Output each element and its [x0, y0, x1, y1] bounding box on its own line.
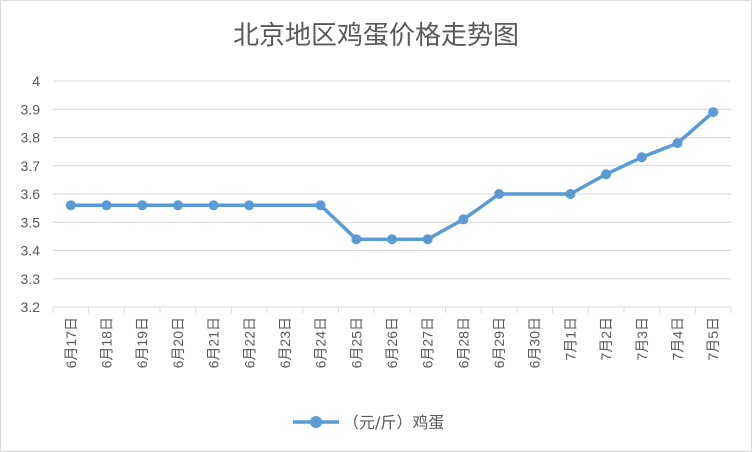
y-tick-label: 3.4 [21, 243, 41, 259]
data-point [244, 200, 255, 211]
data-point [172, 200, 183, 211]
series-layer [65, 107, 719, 245]
x-tick-label: 6月30日 [527, 317, 543, 368]
data-point [565, 189, 576, 199]
x-tick-label: 6月27日 [420, 317, 436, 368]
legend-marker [310, 416, 322, 428]
x-tick-label: 6月28日 [455, 317, 471, 368]
legend: （元/斤）鸡蛋 [293, 413, 444, 432]
y-tick-label: 4 [32, 73, 40, 89]
data-point [708, 107, 719, 118]
data-point [65, 200, 76, 211]
x-tick-label: 6月26日 [384, 317, 400, 368]
y-tick-label: 3.9 [21, 101, 41, 117]
data-point [315, 200, 326, 211]
y-tick-label: 3.2 [21, 299, 41, 315]
x-tick-label: 6月25日 [348, 317, 364, 368]
chart-title: 北京地区鸡蛋价格走势图 [232, 21, 519, 51]
data-point [422, 234, 433, 245]
x-tick-label: 7月5日 [705, 317, 721, 361]
x-tick-label: 7月2日 [598, 317, 614, 361]
data-point [387, 234, 397, 245]
x-tick-label: 6月19日 [134, 317, 150, 368]
y-tick-label: 3.7 [21, 158, 41, 174]
series-line [70, 110, 715, 241]
gridlines [53, 80, 731, 280]
data-point [672, 138, 683, 149]
x-tick-label: 6月29日 [491, 317, 507, 368]
data-point [458, 214, 469, 225]
data-point [636, 152, 647, 163]
y-tick-labels: 3.2 3.3 3.4 3.5 3.6 3.7 3.8 3.9 4 [21, 73, 41, 315]
axes [52, 306, 732, 313]
data-point [208, 200, 219, 211]
x-tick-label: 6月23日 [277, 317, 293, 368]
x-tick-label: 6月17日 [63, 317, 79, 368]
x-tick-label: 7月3日 [634, 317, 650, 361]
x-tick-label: 7月4日 [669, 317, 685, 361]
x-tick-labels: 6月17日 6月18日 6月19日 6月20日 6月21日 6月22日 6月23日 6月24日… [63, 317, 721, 368]
data-point [351, 234, 362, 245]
x-tick-label: 7月1日 [562, 317, 578, 361]
y-tick-label: 3.5 [21, 214, 41, 230]
data-point [101, 200, 112, 211]
x-tick-label: 6月20日 [170, 317, 186, 368]
y-tick-label: 3.6 [21, 186, 41, 202]
data-point [137, 200, 148, 211]
x-tick-label: 6月18日 [99, 317, 115, 368]
x-tick-label: 6月21日 [206, 317, 222, 368]
x-tick-label: 6月22日 [241, 317, 257, 368]
y-tick-label: 3.3 [21, 271, 41, 287]
y-tick-label: 3.8 [21, 130, 41, 146]
legend-label: （元/斤）鸡蛋 [343, 413, 444, 432]
x-tick-label: 6月24日 [313, 317, 329, 368]
data-point [601, 169, 612, 180]
data-point [494, 189, 505, 199]
